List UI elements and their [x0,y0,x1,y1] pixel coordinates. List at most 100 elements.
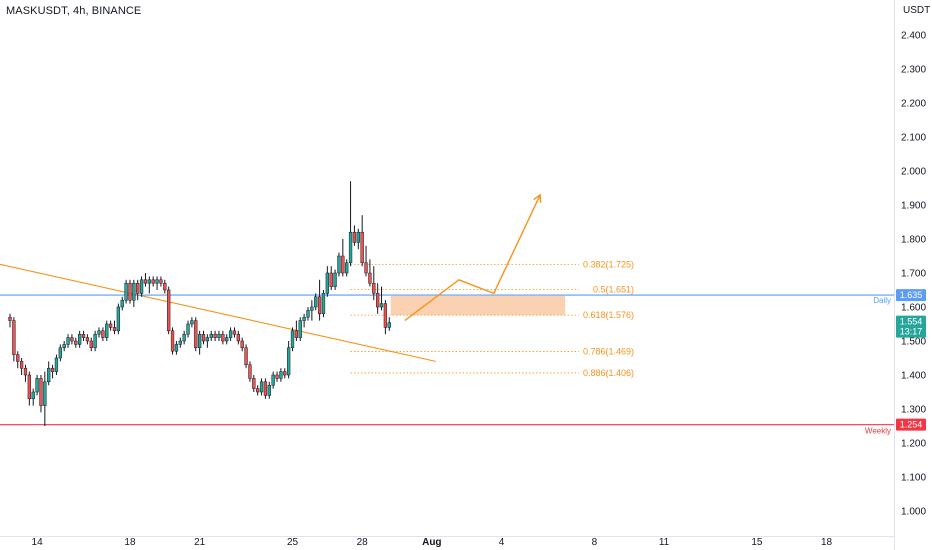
candle-up [43,381,47,406]
candle-up [225,337,229,342]
y-tick-label: 2.300 [901,65,926,76]
candle-up [306,310,310,318]
daily-level-label: Daily [873,296,891,305]
y-tick-label: 1.300 [901,405,926,416]
y-tick-label: 2.000 [901,167,926,178]
y-tick-label: 1.500 [901,337,926,348]
candle-down [89,340,93,349]
candle-up [310,306,314,311]
x-tick-label: 18 [821,537,833,548]
candle-down [108,323,113,328]
candle-down [81,333,86,338]
x-tick-label: 14 [32,537,44,548]
candle-down [252,378,256,389]
candle-up [259,381,264,393]
candle-down [317,296,322,315]
candle-up [54,357,59,372]
candle-down [383,303,388,328]
candle-up [271,374,275,386]
candle-down [232,330,237,335]
candle-up [105,323,109,338]
candle-down [159,279,163,284]
candle-up [321,293,326,315]
candle-down [101,330,105,338]
candle-down [329,272,333,287]
candle-down [143,279,148,284]
candle-up [337,255,341,274]
candle-down [376,293,380,308]
x-tick-label: 18 [124,537,136,548]
candle-down [50,367,55,372]
candle-up [302,316,306,321]
candle-up [93,333,97,349]
x-tick-label: 21 [194,537,206,548]
candle-down [240,340,244,349]
candle-down [275,374,279,379]
candle-down [256,388,260,393]
candle-up [58,347,62,359]
x-tick-label: 8 [592,537,598,548]
candle-up [267,384,271,396]
candle-down [74,340,78,345]
daily-price-badge [896,289,926,302]
candle-down [39,378,43,406]
candle-down [213,333,217,338]
candle-down [85,337,90,342]
candle-down [194,320,198,349]
candle-down [16,354,20,362]
weekly-price-badge-text: 1.254 [900,420,923,430]
candle-down [112,327,117,332]
candle-down [236,333,240,342]
projection-path [404,194,541,322]
x-tick-label: 4 [499,537,505,548]
candle-up [217,333,221,338]
candle-up [132,282,136,301]
candle-down [201,333,206,342]
currency-unit: USDT [903,5,931,16]
candle-up [186,323,190,335]
candle-up [286,347,291,376]
candle-up [209,333,213,338]
weekly-price-badge [896,418,926,431]
y-tick-label: 1.900 [901,201,926,212]
fib-level-label: 0.618(1.576) [583,310,634,320]
candle-up [124,282,128,301]
candle-down [23,367,28,376]
candle-down [360,231,364,264]
candle-up [345,262,349,274]
candle-up [178,340,182,345]
candle-down [368,272,372,284]
candle-countdown: 13:17 [900,327,923,337]
candle-down [151,279,155,284]
candle-up [31,391,35,400]
y-tick-label: 1.600 [901,303,926,314]
candle-down [19,361,24,369]
candle-down [352,231,357,243]
candle-up [155,279,159,284]
y-tick-label: 1.200 [901,439,926,450]
candle-up [62,344,66,349]
y-tick-label: 2.200 [901,99,926,110]
daily-price-badge-text: 1.635 [900,290,923,300]
candle-down [136,282,140,294]
projection-arrowhead [533,194,542,203]
candle-down [372,282,376,294]
candle-down [263,381,268,396]
candle-up [35,378,39,393]
candle-down [221,333,225,342]
candle-up [290,330,295,349]
candle-up [147,279,151,284]
candle-up [66,337,70,345]
candle-up [97,330,101,335]
fib-zone [390,295,566,316]
candle-down [163,282,167,291]
descending-trendline [0,263,436,362]
y-tick-label: 1.400 [901,371,926,382]
candle-up [205,337,210,342]
candle-down [341,255,345,274]
candle-up [379,303,384,308]
candle-up [356,231,360,243]
candle-down [244,347,248,366]
